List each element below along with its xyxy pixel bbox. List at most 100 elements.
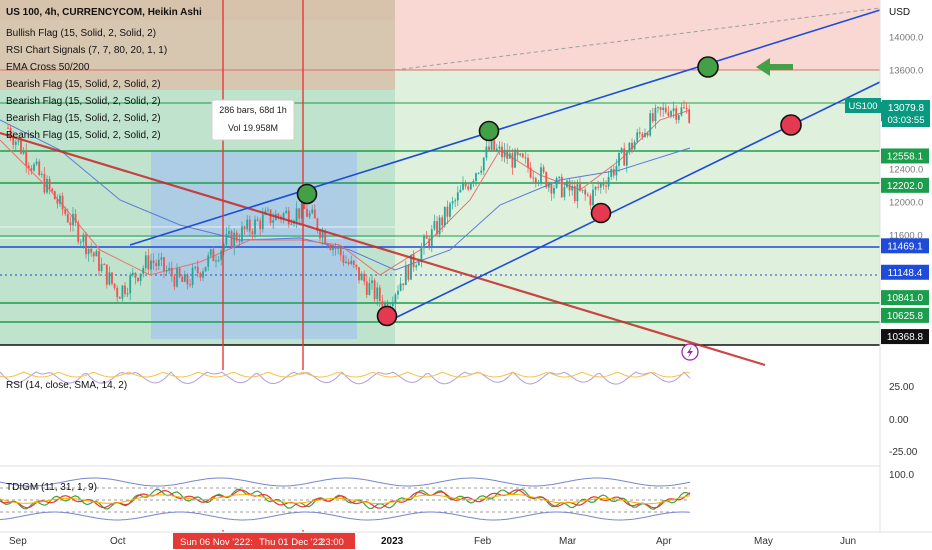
candle: [129, 272, 132, 301]
candle: [124, 282, 126, 297]
candle: [573, 180, 576, 204]
marker-red-2: [590, 202, 612, 224]
indicator-list: Bullish Flag (15, Solid, 2, Solid, 2) RSI…: [6, 28, 167, 141]
candle: [30, 164, 33, 175]
candle: [9, 124, 12, 142]
candle: [467, 183, 470, 192]
lightning-icon[interactable]: [681, 343, 699, 361]
candle: [594, 185, 597, 197]
candle: [345, 255, 347, 264]
candle: [537, 179, 540, 187]
candle: [355, 264, 358, 271]
candle: [95, 249, 98, 257]
candle: [404, 260, 407, 286]
candle: [332, 244, 334, 257]
candle: [677, 114, 680, 124]
candle: [199, 271, 202, 282]
candle: [521, 152, 524, 159]
time-label-2023: 2023: [381, 536, 404, 547]
candle: [667, 105, 670, 118]
indicator-label-2[interactable]: EMA Cross 50/200: [6, 62, 90, 73]
time-axis[interactable]: [0, 532, 932, 550]
date-range-box[interactable]: [151, 152, 357, 339]
candle: [248, 215, 251, 236]
candle: [651, 107, 654, 124]
candle: [204, 266, 207, 272]
candle: [160, 252, 163, 266]
candle: [464, 180, 467, 190]
candle: [469, 182, 472, 191]
candle: [126, 287, 129, 298]
symbol-tag[interactable]: US100 13079.8 03:03:55: [845, 98, 930, 127]
candle: [194, 265, 197, 271]
indicator-label-6[interactable]: Bearish Flag (15, Solid, 2, Solid, 2): [6, 130, 161, 141]
candle: [633, 139, 636, 150]
candle: [436, 216, 438, 237]
downtrend-line[interactable]: [0, 131, 766, 367]
marker-red-3: [780, 114, 802, 136]
candle: [558, 176, 561, 185]
signal-markers: [296, 56, 802, 327]
candle: [326, 242, 329, 249]
candle: [61, 192, 64, 216]
candle: [241, 221, 243, 244]
rsi-panel[interactable]: [0, 370, 880, 466]
price-label-4: 11469.1: [881, 238, 929, 254]
indicator-label-0[interactable]: Bullish Flag (15, Solid, 2, Solid, 2): [6, 28, 156, 39]
candle: [459, 185, 462, 193]
candle: [311, 205, 314, 215]
tdigm-panel[interactable]: [0, 466, 880, 530]
candle: [612, 165, 615, 179]
candle: [27, 162, 30, 176]
indicator-label-5[interactable]: Bearish Flag (15, Solid, 2, Solid, 2): [6, 113, 161, 124]
tdigm-yellow-line: [0, 493, 691, 505]
currency-label: USD: [889, 7, 910, 18]
tdigm-tick-100: 100.0: [889, 470, 914, 481]
marker-green-3: [697, 56, 719, 78]
candle: [441, 215, 444, 233]
indicator-label-4[interactable]: Bearish Flag (15, Solid, 2, Solid, 2): [6, 96, 161, 107]
candle: [233, 228, 236, 256]
candle: [659, 106, 662, 117]
candle: [644, 128, 646, 138]
candle: [134, 272, 137, 285]
candle: [7, 123, 9, 129]
candle: [337, 244, 340, 255]
indicator-label-3[interactable]: Bearish Flag (15, Solid, 2, Solid, 2): [6, 79, 161, 90]
candle: [46, 175, 48, 195]
candle: [412, 250, 415, 272]
candle: [508, 146, 511, 159]
candle: [482, 157, 485, 176]
candle: [225, 227, 228, 248]
candle: [527, 153, 529, 173]
candle: [165, 265, 168, 274]
svg-text:10368.8: 10368.8: [887, 332, 924, 343]
svg-text:10625.8: 10625.8: [887, 311, 924, 322]
indicator-label-1[interactable]: RSI Chart Signals (7, 7, 80, 20, 1, 1): [6, 45, 167, 56]
time-label-jun: Jun: [840, 536, 856, 547]
candle: [267, 206, 269, 213]
candle: [347, 258, 350, 266]
last-price-box: [882, 100, 930, 127]
candle: [85, 231, 87, 259]
candle: [77, 219, 80, 245]
candle: [243, 225, 246, 235]
candle: [17, 139, 20, 146]
candle: [48, 175, 51, 195]
candle: [64, 206, 67, 216]
candle: [170, 261, 173, 282]
candle: [152, 253, 155, 270]
candle: [259, 217, 262, 237]
candle: [363, 270, 366, 286]
candle: [157, 253, 160, 270]
candle: [628, 142, 631, 155]
candle: [420, 242, 423, 268]
ema-fast: [0, 109, 691, 276]
channel-upper-line[interactable]: [129, 9, 881, 246]
candle: [664, 103, 667, 114]
svg-text:11469.1: 11469.1: [887, 241, 923, 252]
marker-red-1: [376, 305, 398, 327]
last-price: 13079.8: [888, 103, 925, 114]
candle: [397, 285, 399, 300]
